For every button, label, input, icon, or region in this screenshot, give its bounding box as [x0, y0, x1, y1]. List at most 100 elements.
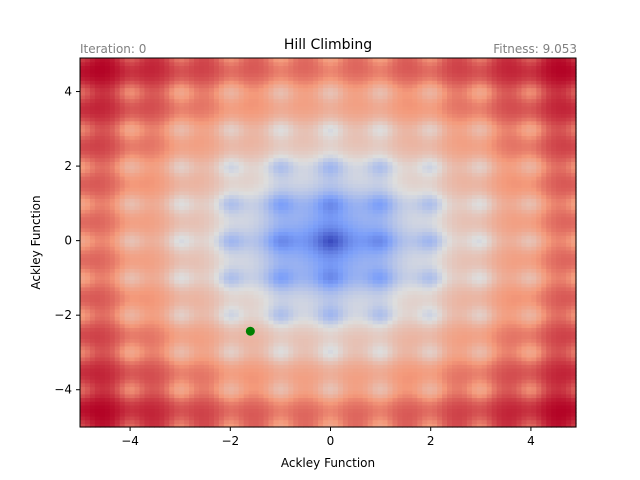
- heatmap-cell: [382, 379, 389, 384]
- heatmap-cell: [466, 242, 473, 247]
- heatmap-cell: [278, 386, 284, 391]
- heatmap-cell: [109, 360, 116, 365]
- heatmap-cell: [109, 323, 116, 328]
- heatmap-cell: [427, 283, 433, 288]
- heatmap-cell: [154, 275, 160, 280]
- heatmap-cell: [124, 268, 131, 273]
- heatmap-cell: [174, 294, 180, 299]
- heatmap-cell: [164, 286, 170, 292]
- heatmap-cell: [134, 415, 141, 421]
- heatmap-cell: [566, 297, 572, 303]
- heatmap-cell: [298, 323, 304, 328]
- heatmap-cell: [129, 290, 136, 295]
- heatmap-cell: [134, 356, 141, 362]
- heatmap-cell: [437, 308, 443, 314]
- heatmap-cell: [476, 264, 483, 269]
- heatmap-cell: [372, 327, 379, 332]
- heatmap-cell: [352, 338, 359, 343]
- heatmap-cell: [362, 264, 369, 269]
- heatmap-cell: [362, 408, 369, 413]
- heatmap-cell: [372, 419, 379, 424]
- heatmap-cell: [566, 397, 572, 402]
- heatmap-cell: [481, 297, 488, 303]
- heatmap-cell: [332, 294, 339, 299]
- heatmap-cell: [372, 249, 379, 255]
- heatmap-cell: [471, 246, 478, 251]
- heatmap-cell: [402, 342, 408, 347]
- heatmap-cell: [238, 401, 245, 406]
- heatmap-cell: [184, 401, 190, 406]
- heatmap-cell: [258, 257, 265, 262]
- heatmap-cell: [124, 327, 131, 332]
- heatmap-cell: [526, 249, 532, 255]
- heatmap-cell: [243, 342, 250, 347]
- heatmap-cell: [263, 415, 270, 421]
- heatmap-cell: [372, 297, 379, 303]
- heatmap-cell: [253, 342, 260, 347]
- heatmap-cell: [347, 415, 354, 421]
- heatmap-cell: [541, 319, 547, 325]
- heatmap-cell: [144, 371, 151, 376]
- heatmap-cell: [427, 423, 433, 428]
- heatmap-cell: [159, 301, 165, 306]
- heatmap-cell: [84, 279, 91, 284]
- heatmap-cell: [496, 345, 503, 351]
- heatmap-cell: [114, 375, 121, 380]
- heatmap-cell: [184, 408, 190, 413]
- heatmap-cell: [471, 264, 478, 269]
- heatmap-cell: [521, 253, 527, 258]
- heatmap-cell: [114, 257, 121, 262]
- heatmap-cell: [546, 331, 552, 336]
- heatmap-cell: [541, 334, 547, 340]
- heatmap-cell: [347, 356, 354, 362]
- heatmap-cell: [149, 408, 155, 413]
- heatmap-cell: [536, 301, 542, 306]
- heatmap-cell: [139, 401, 146, 406]
- heatmap-cell: [357, 283, 364, 288]
- heatmap-cell: [367, 260, 374, 266]
- heatmap-cell: [253, 268, 260, 273]
- heatmap-cell: [551, 423, 557, 428]
- heatmap-cell: [268, 412, 275, 417]
- heatmap-cell: [228, 323, 235, 328]
- heatmap-cell: [228, 327, 235, 332]
- heatmap-cell: [511, 283, 518, 288]
- heatmap-cell: [318, 260, 324, 266]
- heatmap-cell: [337, 312, 344, 317]
- heatmap-cell: [461, 279, 468, 284]
- heatmap-cell: [456, 419, 463, 424]
- heatmap-cell: [243, 379, 250, 384]
- heatmap-cell: [511, 338, 518, 343]
- heatmap-cell: [323, 334, 329, 340]
- heatmap-cell: [442, 349, 448, 354]
- heatmap-cell: [179, 401, 185, 406]
- heatmap-cell: [204, 268, 210, 273]
- heatmap-cell: [288, 279, 294, 284]
- heatmap-cell: [536, 404, 542, 410]
- heatmap-cell: [124, 301, 131, 306]
- heatmap-cell: [526, 246, 532, 251]
- heatmap-cell: [447, 342, 453, 347]
- heatmap-cell: [496, 390, 503, 395]
- heatmap-cell: [347, 246, 354, 251]
- heatmap-cell: [293, 331, 299, 336]
- heatmap-cell: [323, 257, 329, 262]
- heatmap-cell: [323, 249, 329, 255]
- heatmap-cell: [248, 375, 255, 380]
- heatmap-cell: [352, 423, 359, 428]
- heatmap-cell: [298, 327, 304, 332]
- heatmap-cell: [169, 334, 175, 340]
- heatmap-cell: [432, 323, 438, 328]
- heatmap-cell: [174, 327, 180, 332]
- heatmap-cell: [149, 305, 155, 310]
- heatmap-cell: [223, 390, 230, 395]
- heatmap-cell: [323, 401, 329, 406]
- heatmap-cell: [223, 316, 230, 321]
- heatmap-cell: [273, 382, 279, 388]
- heatmap-cell: [427, 390, 433, 395]
- heatmap-cell: [347, 312, 354, 317]
- heatmap-cell: [541, 279, 547, 284]
- heatmap-cell: [288, 323, 294, 328]
- heatmap-cell: [159, 286, 165, 292]
- heatmap-cell: [342, 260, 349, 266]
